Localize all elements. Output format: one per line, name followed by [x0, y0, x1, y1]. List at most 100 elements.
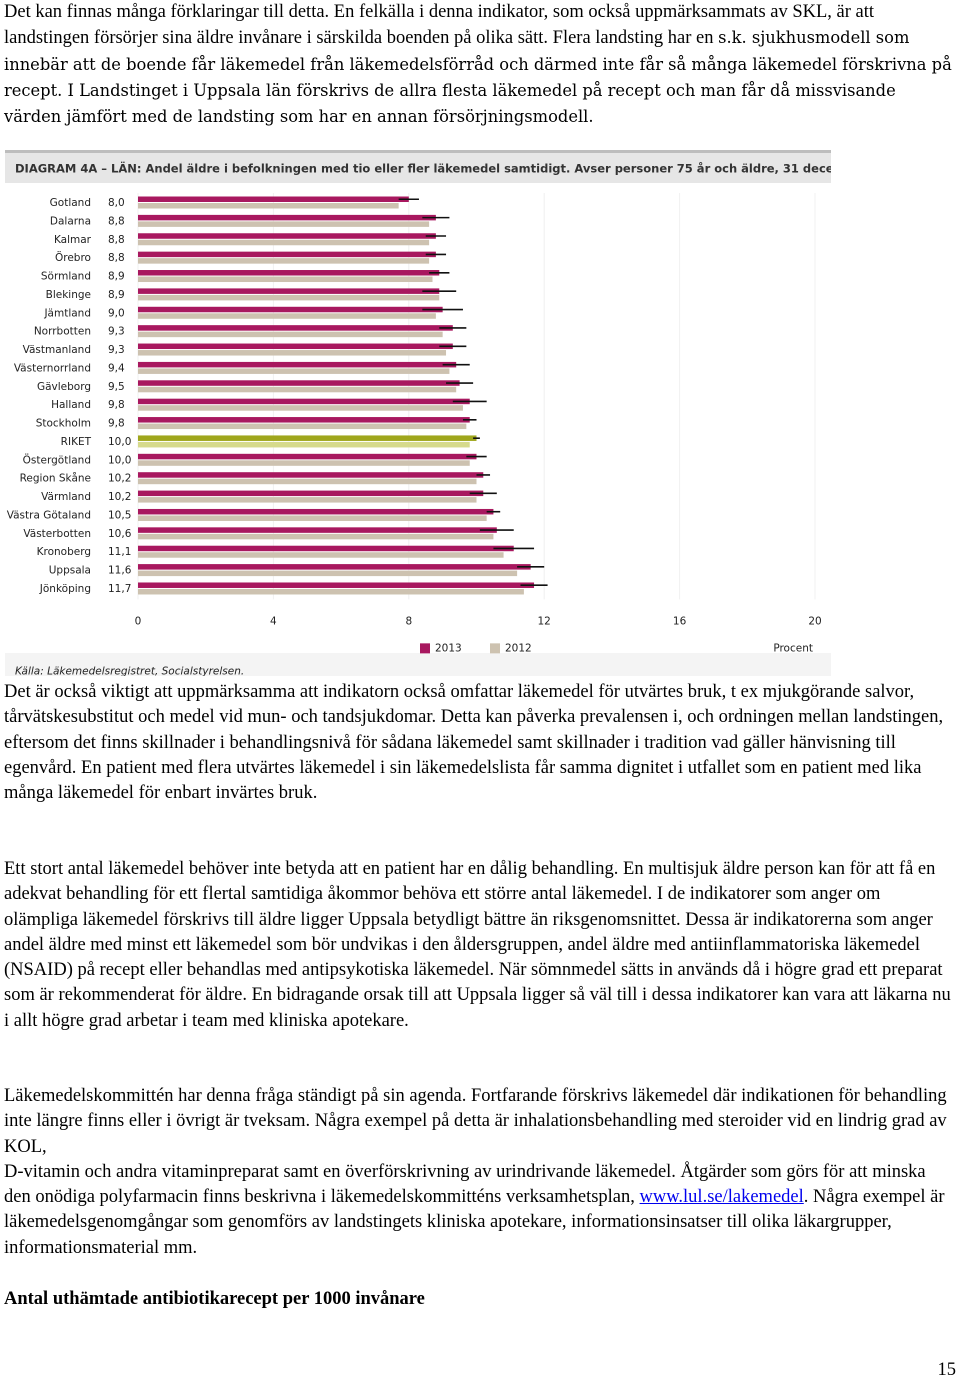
value-label: 10,5 — [108, 509, 131, 521]
text: D-vitamin och andra vitaminpreparat samt… — [4, 1161, 926, 1208]
value-label: 9,8 — [108, 418, 125, 430]
category-label: Västra Götaland — [7, 509, 91, 521]
bar — [138, 398, 470, 405]
value-label: 10,2 — [108, 473, 131, 485]
value-label: 9,4 — [108, 362, 125, 374]
value-label: 9,5 — [108, 381, 125, 393]
bar — [138, 288, 440, 294]
bar — [138, 368, 450, 374]
bar — [138, 386, 457, 393]
value-label: 11,7 — [108, 583, 131, 595]
category-label: Kronoberg — [37, 546, 91, 558]
bar — [138, 545, 514, 552]
bar — [138, 251, 436, 258]
category-label: RIKET — [61, 436, 92, 448]
bar — [138, 435, 477, 441]
bar — [138, 570, 518, 577]
bar — [138, 533, 494, 540]
legend-swatch — [490, 643, 500, 654]
category-label: Örebro — [55, 251, 91, 264]
link[interactable]: www.lul.se/lakemedel — [639, 1187, 804, 1208]
page-number: 15 — [937, 1360, 957, 1380]
header-band — [5, 153, 831, 183]
value-label: 9,0 — [108, 307, 125, 319]
x-tick-label: 20 — [808, 615, 821, 627]
header-rule — [5, 150, 831, 153]
paragraph: Läkemedelskommittén har denna fråga stän… — [4, 1084, 956, 1261]
bar — [138, 294, 440, 301]
text: . Några exempel är läkemedelsgenomgångar… — [4, 1187, 945, 1258]
legend-label: 2013 — [435, 642, 462, 654]
text: s.k. sjukhusmodell som innebär att de bo… — [4, 28, 952, 127]
chart: DIAGRAM 4A – LÄN: Andel äldre i befolkni… — [5, 150, 831, 676]
category-label: Dalarna — [50, 215, 91, 227]
bar — [138, 214, 436, 221]
category-label: Norrbotten — [34, 326, 91, 338]
bar — [138, 460, 470, 466]
value-label: 10,6 — [108, 528, 132, 540]
value-label: 8,9 — [108, 289, 125, 301]
category-label: Västmanland — [23, 344, 91, 356]
bar — [138, 405, 463, 411]
text: Läkemedelskommittén har denna fråga stän… — [4, 1086, 947, 1157]
bar — [138, 350, 447, 356]
category-label: Uppsala — [49, 565, 91, 577]
value-label: 8,8 — [108, 234, 125, 246]
category-label: Värmland — [41, 491, 91, 503]
category-label: Gävleborg — [37, 381, 91, 393]
category-label: Östergötland — [23, 453, 91, 466]
value-label: 11,1 — [108, 546, 131, 558]
bar — [138, 564, 531, 570]
bar — [138, 508, 494, 515]
bar — [138, 478, 477, 485]
value-label: 8,0 — [108, 197, 125, 209]
x-tick-label: 16 — [673, 615, 687, 627]
bar — [138, 233, 436, 239]
category-label: Västernorrland — [14, 362, 91, 374]
text: Det kan finnas många förklaringar till d… — [4, 2, 875, 49]
x-tick-label: 8 — [405, 615, 412, 627]
bar — [138, 325, 453, 331]
heading: Antal uthämtade antibiotikarecept per 10… — [4, 1289, 425, 1309]
category-label: Västerbotten — [23, 528, 91, 540]
value-label: 8,8 — [108, 215, 125, 227]
bar — [138, 276, 433, 283]
bar — [138, 552, 504, 558]
category-label: Jönköping — [39, 583, 91, 595]
bar — [138, 515, 487, 521]
bar — [138, 490, 484, 497]
value-label: 8,8 — [108, 252, 125, 264]
value-label: 9,3 — [108, 344, 125, 356]
value-label: 10,0 — [108, 436, 131, 448]
bar — [138, 343, 453, 350]
bar — [138, 361, 457, 368]
bar — [138, 497, 477, 503]
category-label: Region Skåne — [20, 472, 91, 485]
bar — [138, 270, 440, 276]
bar — [138, 472, 484, 478]
bar — [138, 203, 399, 209]
bar — [138, 221, 430, 227]
bar — [138, 380, 460, 386]
x-tick-label: 12 — [538, 615, 551, 627]
bar — [138, 527, 497, 533]
legend-swatch — [420, 643, 430, 654]
value-label: 11,6 — [108, 565, 132, 577]
bar — [138, 441, 470, 448]
legend-label: 2012 — [505, 642, 532, 654]
category-label: Halland — [51, 399, 91, 411]
bar — [138, 306, 443, 313]
x-tick-label: 4 — [270, 615, 277, 627]
paragraph: Ett stort antal läkemedel behöver inte b… — [4, 859, 951, 1031]
bar — [138, 582, 535, 588]
paragraph: Det är också viktigt att uppmärksamma at… — [4, 682, 944, 804]
value-label: 10,0 — [108, 454, 131, 466]
bar — [138, 588, 524, 595]
bar — [138, 196, 409, 202]
bar — [138, 423, 467, 430]
category-label: Blekinge — [46, 289, 91, 301]
paragraph: Det kan finnas många förklaringar till d… — [4, 0, 956, 130]
x-tick-label: 0 — [135, 615, 142, 627]
value-label: 10,2 — [108, 491, 131, 503]
